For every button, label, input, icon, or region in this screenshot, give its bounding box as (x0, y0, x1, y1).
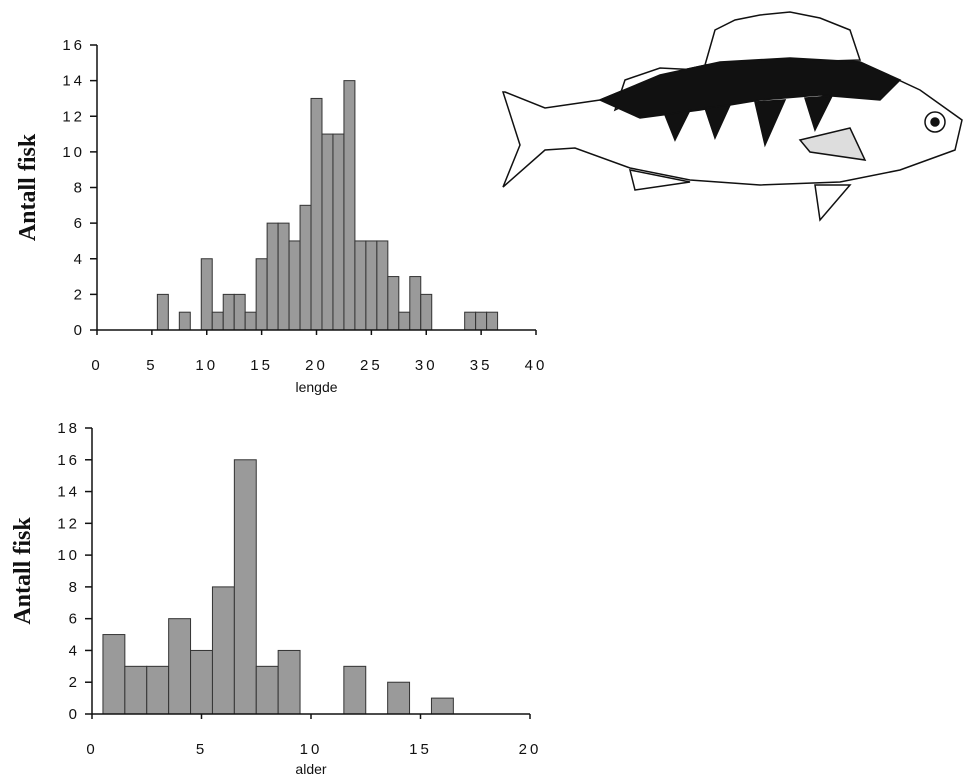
bar (178, 311, 191, 331)
x-tick-label: 20 (519, 741, 542, 758)
bar (310, 97, 323, 331)
bar (475, 311, 488, 331)
bar (233, 459, 257, 715)
y-tick-label: 6 (74, 215, 85, 232)
bar (277, 649, 301, 715)
bar (102, 634, 126, 715)
y-tick-label: 2 (69, 674, 80, 691)
bar (288, 240, 301, 331)
bar (321, 133, 334, 331)
bar (387, 681, 411, 715)
bar (376, 240, 389, 331)
y-tick-label: 12 (57, 515, 80, 532)
bar (222, 293, 235, 331)
bar (354, 240, 367, 331)
x-tick-label: 40 (525, 357, 548, 374)
y-tick-label: 2 (74, 286, 85, 303)
bar (430, 697, 454, 715)
bar (387, 276, 400, 331)
bar (277, 222, 290, 331)
y-axis-label: Antall fisk (10, 517, 36, 625)
bar (211, 586, 235, 715)
y-tick-label: 12 (62, 108, 85, 125)
bar (486, 311, 499, 331)
bar (409, 276, 422, 331)
bar (398, 311, 411, 331)
y-tick-label: 8 (74, 180, 85, 197)
bar (124, 665, 148, 715)
bar (146, 665, 170, 715)
bar (255, 258, 268, 331)
y-tick-label: 8 (69, 579, 80, 596)
bar (266, 222, 279, 331)
bar (168, 618, 192, 715)
bar (420, 293, 433, 331)
bar (365, 240, 378, 331)
y-tick-label: 14 (57, 484, 80, 501)
y-tick-label: 0 (74, 322, 85, 339)
y-tick-label: 14 (62, 73, 85, 90)
bar (200, 258, 213, 331)
x-tick-label: 0 (86, 741, 97, 758)
bar (211, 311, 224, 331)
x-tick-label: 35 (470, 357, 493, 374)
y-axis-label: Antall fisk (15, 133, 41, 241)
x-tick-label: 10 (300, 741, 323, 758)
y-tick-label: 4 (74, 251, 85, 268)
bar (156, 293, 169, 331)
y-tick-label: 6 (69, 611, 80, 628)
y-tick-label: 16 (57, 452, 80, 469)
x-tick-label: 10 (195, 357, 218, 374)
x-tick-label: 15 (409, 741, 432, 758)
bar (464, 311, 477, 331)
y-tick-label: 4 (69, 642, 80, 659)
bar (190, 649, 213, 715)
bar (244, 311, 257, 331)
y-tick-label: 16 (62, 37, 85, 54)
bar (299, 204, 312, 331)
bar (332, 133, 345, 331)
bar (233, 293, 246, 331)
fish-illustration (501, 11, 963, 222)
y-tick-label: 10 (57, 547, 80, 564)
x-tick-label: 30 (415, 357, 438, 374)
x-tick-label: 0 (91, 357, 102, 374)
x-tick-label: 25 (360, 357, 383, 374)
bar (343, 665, 367, 715)
x-axis-label: lengde (295, 379, 337, 395)
bar (255, 665, 279, 715)
x-tick-label: 5 (146, 357, 157, 374)
bar (343, 80, 356, 331)
x-tick-label: 20 (305, 357, 328, 374)
x-tick-label: 15 (250, 357, 273, 374)
y-tick-label: 0 (69, 706, 80, 723)
x-tick-label: 5 (196, 741, 207, 758)
x-axis-label: alder (295, 761, 326, 777)
y-tick-label: 10 (62, 144, 85, 161)
y-tick-label: 18 (57, 420, 80, 437)
